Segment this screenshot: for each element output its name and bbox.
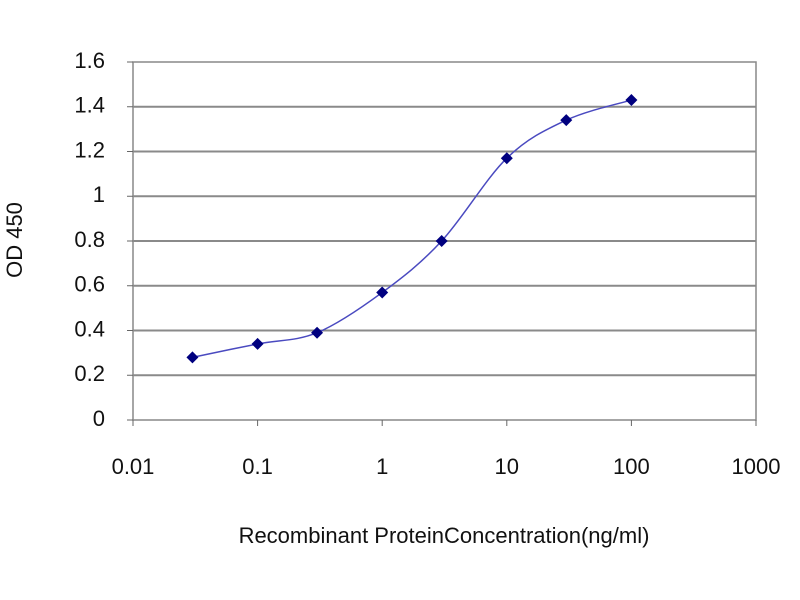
data-point [625, 94, 638, 107]
y-tick-label: 0.8 [74, 227, 105, 252]
x-tick-label: 0.01 [112, 454, 155, 479]
x-tick-label: 100 [613, 454, 650, 479]
y-axis-label: OD 450 [2, 202, 27, 278]
data-point [186, 351, 199, 364]
x-axis-label: Recombinant ProteinConcentration(ng/ml) [239, 523, 650, 548]
data-point [251, 337, 264, 350]
x-tick-label: 0.1 [242, 454, 273, 479]
data-point [435, 235, 448, 247]
x-tick-label: 1000 [732, 454, 781, 479]
data-point [376, 286, 389, 299]
y-tick-label: 0 [93, 406, 105, 431]
series-line [192, 99, 632, 359]
y-tick-label: 1.4 [74, 93, 105, 118]
data-point [560, 114, 573, 127]
data-point [500, 152, 513, 165]
y-tick-label: 1.6 [74, 48, 105, 73]
y-tick-label: 0.2 [74, 361, 105, 386]
y-tick-label: 1.2 [74, 137, 105, 162]
y-tick-label: 0.6 [74, 272, 105, 297]
x-tick-label: 1 [376, 454, 388, 479]
data-point [311, 326, 324, 339]
y-tick-label: 0.4 [74, 316, 105, 341]
y-tick-label: 1 [93, 182, 105, 207]
x-tick-label: 10 [495, 454, 519, 479]
